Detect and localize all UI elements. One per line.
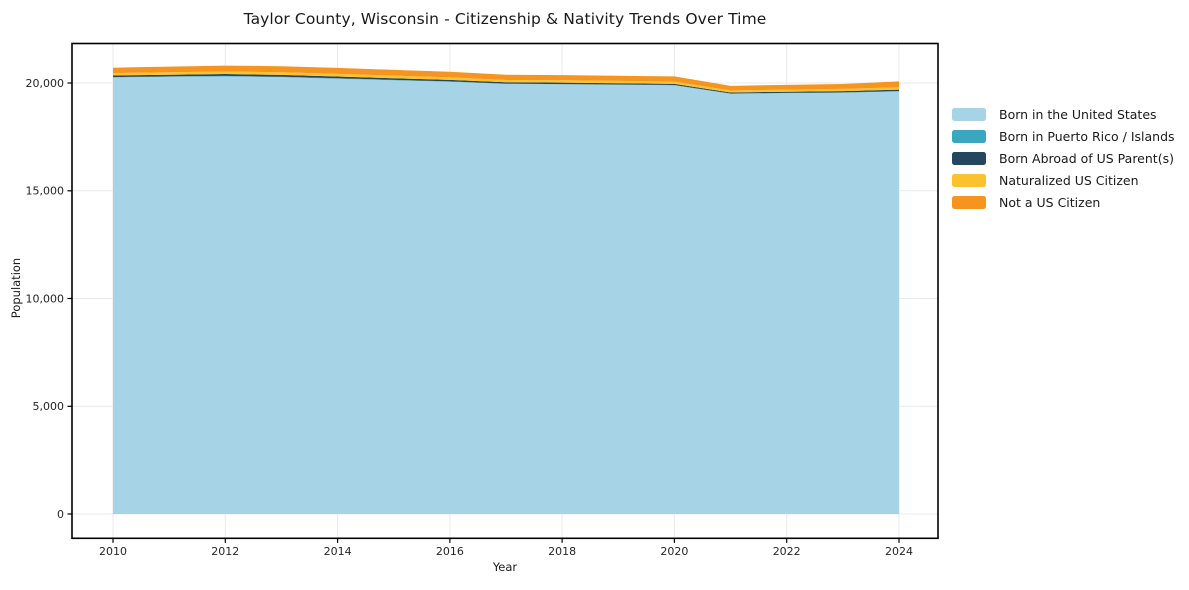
x-tick-label: 2010 (99, 545, 127, 558)
y-axis-title: Population (9, 257, 23, 319)
legend-swatch (952, 174, 986, 187)
plot-border (71, 42, 939, 540)
legend-item: Born in Puerto Rico / Islands (952, 129, 1175, 144)
legend-item: Born Abroad of US Parent(s) (952, 151, 1175, 166)
y-tick-label: 15,000 (26, 185, 65, 198)
area-born-abroad-of-us-parent-s- (113, 74, 899, 94)
legend-swatch (952, 108, 986, 121)
legend-swatch (952, 130, 986, 143)
x-tick-label: 2016 (436, 545, 464, 558)
legend-item: Naturalized US Citizen (952, 173, 1175, 188)
area-naturalized-us-citizen (113, 71, 899, 93)
legend-swatch (952, 152, 986, 165)
x-tick-label: 2020 (660, 545, 688, 558)
legend: Born in the United States Born in Puerto … (952, 107, 1175, 210)
y-tick-label: 10,000 (26, 292, 65, 305)
y-tick-label: 5,000 (33, 400, 65, 413)
area-not-a-us-citizen (113, 65, 899, 91)
legend-label: Born in Puerto Rico / Islands (999, 129, 1175, 144)
x-tick-label: 2022 (773, 545, 801, 558)
legend-swatch (952, 196, 986, 209)
legend-label: Born in the United States (999, 107, 1157, 122)
legend-label: Naturalized US Citizen (999, 173, 1139, 188)
x-tick-label: 2012 (211, 545, 239, 558)
legend-label: Not a US Citizen (999, 195, 1101, 210)
area-born-in-the-united-states (113, 76, 899, 514)
y-tick-label: 0 (57, 508, 64, 521)
x-tick-label: 2014 (324, 545, 352, 558)
y-tick-label: 20,000 (26, 77, 65, 90)
legend-item: Born in the United States (952, 107, 1175, 122)
x-tick-label: 2024 (885, 545, 913, 558)
chart-title: Taylor County, Wisconsin - Citizenship &… (243, 10, 767, 28)
legend-item: Not a US Citizen (952, 195, 1175, 210)
legend-label: Born Abroad of US Parent(s) (999, 151, 1174, 166)
x-axis-title: Year (492, 560, 518, 574)
x-tick-label: 2018 (548, 545, 576, 558)
